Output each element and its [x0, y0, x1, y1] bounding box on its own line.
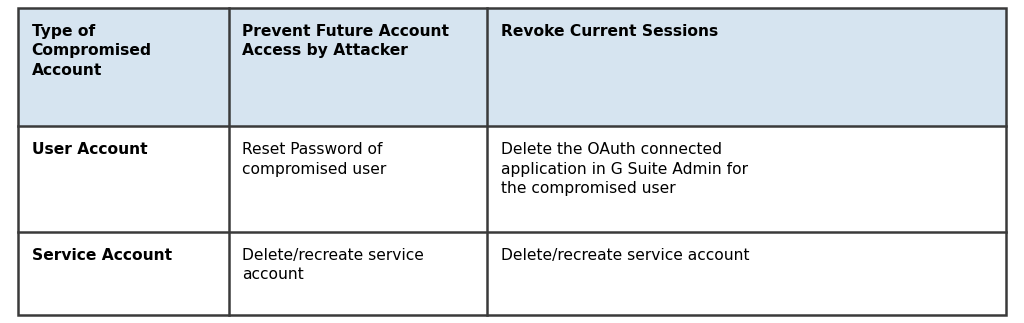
Bar: [487, 8, 1006, 126]
Text: Revoke Current Sessions: Revoke Current Sessions: [501, 24, 718, 38]
Text: User Account: User Account: [32, 142, 147, 157]
Bar: [18, 126, 228, 232]
Bar: [18, 8, 228, 126]
Bar: [228, 126, 487, 232]
Bar: [228, 8, 487, 126]
Text: Type of
Compromised
Account: Type of Compromised Account: [32, 24, 152, 78]
Text: Prevent Future Account
Access by Attacker: Prevent Future Account Access by Attacke…: [242, 24, 449, 58]
Text: Service Account: Service Account: [32, 247, 172, 263]
Text: Reset Password of
compromised user: Reset Password of compromised user: [242, 142, 386, 176]
Text: Delete the OAuth connected
application in G Suite Admin for
the compromised user: Delete the OAuth connected application i…: [501, 142, 748, 196]
Text: Delete/recreate service account: Delete/recreate service account: [501, 247, 750, 263]
Bar: [487, 232, 1006, 315]
Bar: [487, 126, 1006, 232]
Bar: [228, 232, 487, 315]
Text: Delete/recreate service
account: Delete/recreate service account: [242, 247, 424, 282]
Bar: [18, 232, 228, 315]
